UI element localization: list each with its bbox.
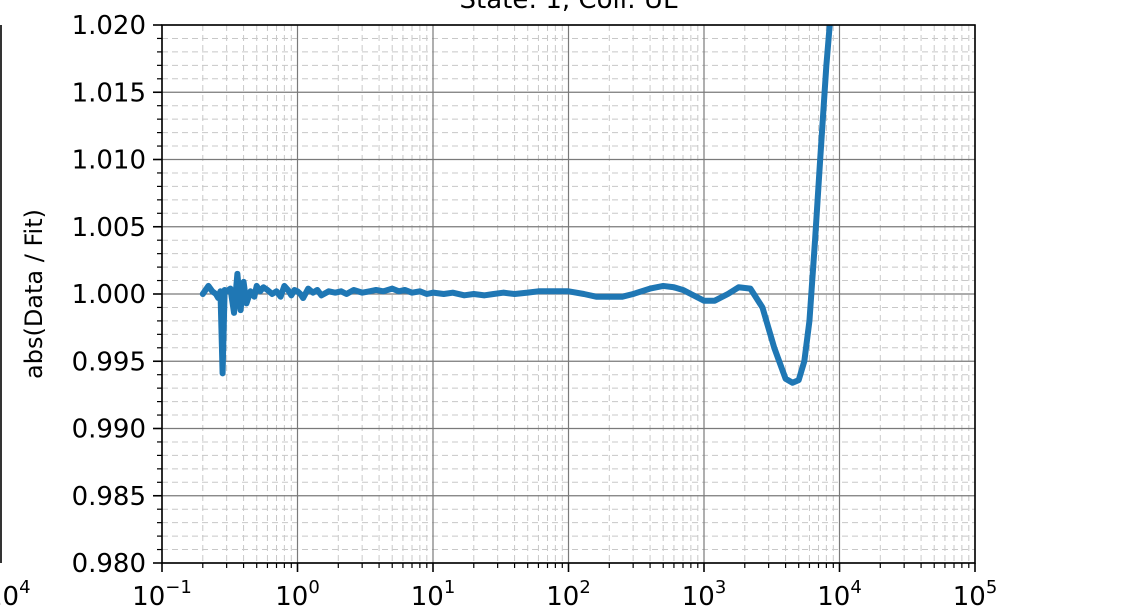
y-axis-title: abs(Data / Fit) [20, 209, 48, 379]
x-tick-label: 10−1 [132, 577, 192, 612]
x-tick-label: 102 [546, 577, 591, 612]
chart-title: State: 1, Coil: UL [460, 0, 678, 15]
y-tick-label: 1.015 [72, 78, 146, 108]
series-line [199, 25, 833, 386]
x-tick-labels: 10−1 100 101 102 103 104 105 [132, 577, 997, 612]
y-tick-labels: 1.020 1.015 1.010 1.005 1.000 0.995 0.990 0.985… [72, 11, 146, 579]
x-tick-label: 103 [682, 577, 727, 612]
y-tick-label: 0.995 [72, 347, 146, 377]
y-tick-label: 0.980 [72, 549, 146, 579]
y-tick-label: 0.990 [72, 415, 146, 445]
y-tick-label: 1.005 [72, 213, 146, 243]
series-layer [199, 25, 833, 386]
x-tick-label: 104 [817, 577, 862, 612]
adjacent-panel-tick-label: 104 [0, 577, 31, 612]
x-tick-label: 101 [411, 577, 456, 612]
x-tick-label: 105 [953, 577, 998, 612]
x-tick-label: 100 [275, 577, 320, 612]
y-tick-label: 1.010 [72, 146, 146, 176]
y-tick-label: 0.985 [72, 482, 146, 512]
y-tick-label: 1.000 [72, 280, 146, 310]
tick-marks [153, 24, 976, 572]
y-tick-label: 1.020 [72, 11, 146, 41]
